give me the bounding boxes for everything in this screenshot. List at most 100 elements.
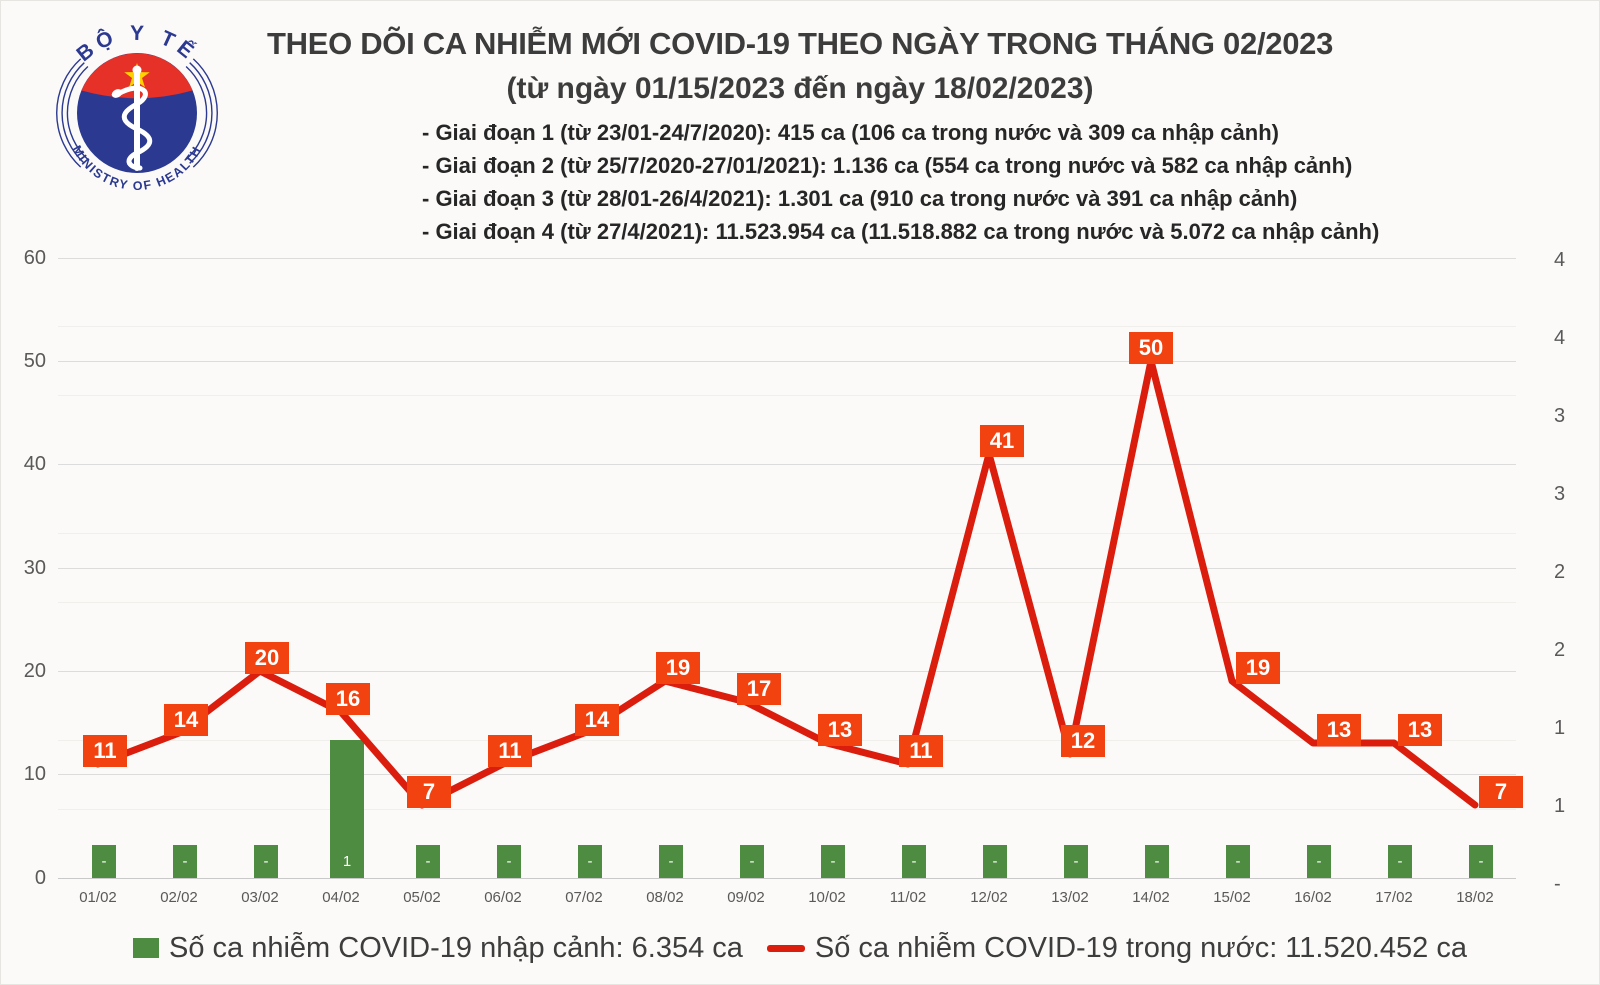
- bar-value-label: -: [1235, 853, 1241, 870]
- bar-legend-label: Số ca nhiễm COVID-19 nhập cảnh: 6.354 ca: [169, 931, 743, 964]
- x-axis-label: 13/02: [1051, 889, 1089, 906]
- bar-value-label: -: [1316, 853, 1322, 870]
- secondary-gridline: [58, 533, 1516, 534]
- imported-cases-bar: -: [902, 845, 926, 878]
- chart-legend: Số ca nhiễm COVID-19 nhập cảnh: 6.354 ca…: [0, 922, 1600, 974]
- gridline: [58, 464, 1516, 465]
- phase-line-1: - Giai đoạn 1 (từ 23/01-24/7/2020): 415 …: [422, 120, 1279, 145]
- line-legend-label: Số ca nhiễm COVID-19 trong nước: 11.520.…: [814, 931, 1467, 964]
- bar-value-label: 1: [342, 852, 352, 870]
- x-axis-label: 15/02: [1213, 889, 1251, 906]
- data-label: 7: [407, 776, 451, 808]
- left-axis-tick-label: 50: [23, 350, 46, 372]
- data-label: 19: [1236, 652, 1280, 684]
- x-axis-label: 05/02: [403, 889, 441, 906]
- bar-value-label: -: [911, 853, 917, 870]
- x-axis-label: 11/02: [889, 889, 927, 906]
- gridline: [58, 258, 1516, 259]
- data-label: 41: [980, 425, 1024, 457]
- data-label: 11: [488, 735, 532, 767]
- phase-summary: - Giai đoạn 1 (từ 23/01-24/7/2020): 415 …: [422, 116, 1379, 248]
- imported-cases-bar: -: [821, 845, 845, 878]
- right-axis-tick-label: 1: [1554, 717, 1566, 739]
- imported-cases-bar: -: [1469, 845, 1493, 878]
- data-label: 13: [1398, 714, 1442, 746]
- right-axis-tick-label: 3: [1554, 405, 1566, 427]
- data-label: 20: [245, 642, 289, 674]
- imported-cases-bar: -: [659, 845, 683, 878]
- gridline: [58, 361, 1516, 362]
- x-axis-label: 14/02: [1132, 889, 1170, 906]
- x-axis-label: 09/02: [727, 889, 765, 906]
- data-label: 17: [737, 673, 781, 705]
- data-label: 11: [899, 735, 943, 767]
- right-axis-tick-label: 4: [1554, 249, 1566, 271]
- right-axis-tick-label: 2: [1554, 561, 1566, 583]
- data-label: 16: [326, 683, 370, 715]
- right-axis-tick-label: 4: [1554, 327, 1566, 349]
- left-axis-tick-label: 0: [34, 867, 46, 889]
- bar-value-label: -: [1397, 853, 1403, 870]
- right-axis-tick-label: 2: [1554, 639, 1566, 661]
- gridline: [58, 774, 1516, 775]
- bar-value-label: -: [668, 853, 674, 870]
- logo-side-arcs: [56, 58, 218, 168]
- bar-value-label: -: [506, 853, 512, 870]
- asclepius-staff-icon: [111, 65, 153, 171]
- x-axis-line: [58, 878, 1516, 879]
- imported-cases-bar: -: [1064, 845, 1088, 878]
- gridline: [58, 568, 1516, 569]
- right-axis-tick-label: 3: [1554, 483, 1566, 505]
- left-axis-tick-label: 60: [23, 247, 46, 269]
- x-axis-label: 06/02: [484, 889, 522, 906]
- x-axis-label: 10/02: [808, 889, 846, 906]
- data-label: 7: [1479, 776, 1523, 808]
- imported-cases-bar: -: [578, 845, 602, 878]
- right-axis-tick-label: 1: [1554, 795, 1566, 817]
- logo-graphic: BỘ Y TẾ MINISTRY OF HEALTH: [56, 22, 218, 193]
- secondary-gridline: [58, 809, 1516, 810]
- bar-value-label: -: [1073, 853, 1079, 870]
- imported-cases-bar: -: [1226, 845, 1250, 878]
- imported-cases-bar: -: [983, 845, 1007, 878]
- imported-cases-bar: -: [497, 845, 521, 878]
- data-label: 12: [1061, 725, 1105, 757]
- x-axis-label: 04/02: [322, 889, 360, 906]
- left-axis-tick-label: 30: [23, 557, 46, 579]
- bar-value-label: -: [992, 853, 998, 870]
- imported-cases-bar: -: [92, 845, 116, 878]
- phase-line-2: - Giai đoạn 2 (từ 25/7/2020-27/01/2021):…: [422, 153, 1353, 178]
- bar-value-label: -: [101, 853, 107, 870]
- data-label: 50: [1129, 332, 1173, 364]
- data-label: 19: [656, 652, 700, 684]
- imported-cases-bar: -: [740, 845, 764, 878]
- imported-cases-bar: -: [1307, 845, 1331, 878]
- imported-cases-bar: -: [1145, 845, 1169, 878]
- imported-cases-bar: 1: [330, 740, 364, 878]
- x-axis-label: 17/02: [1375, 889, 1413, 906]
- chart-subtitle: (từ ngày 01/15/2023 đến ngày 18/02/2023): [506, 72, 1094, 105]
- left-axis-tick-label: 20: [23, 660, 46, 682]
- x-axis-label: 08/02: [646, 889, 684, 906]
- secondary-gridline: [58, 395, 1516, 396]
- secondary-gridline: [58, 740, 1516, 741]
- x-axis-label: 03/02: [241, 889, 279, 906]
- imported-cases-bar: -: [173, 845, 197, 878]
- imported-cases-bar: -: [1388, 845, 1412, 878]
- line-legend-swatch: [766, 944, 805, 952]
- secondary-gridline: [58, 326, 1516, 327]
- x-axis-label: 02/02: [160, 889, 198, 906]
- bar-value-label: -: [182, 853, 188, 870]
- bar-value-label: -: [263, 853, 269, 870]
- data-label: 14: [575, 704, 619, 736]
- data-label: 13: [1317, 714, 1361, 746]
- bar-value-label: -: [749, 853, 755, 870]
- ministry-of-health-logo: BỘ Y TẾ MINISTRY OF HEALTH: [56, 14, 218, 193]
- bar-legend-swatch: [133, 938, 159, 958]
- imported-cases-bar: -: [416, 845, 440, 878]
- bar-value-label: -: [1154, 853, 1160, 870]
- left-axis-tick-label: 40: [23, 453, 46, 475]
- bar-value-label: -: [1478, 853, 1484, 870]
- secondary-gridline: [58, 602, 1516, 603]
- data-label: 13: [818, 714, 862, 746]
